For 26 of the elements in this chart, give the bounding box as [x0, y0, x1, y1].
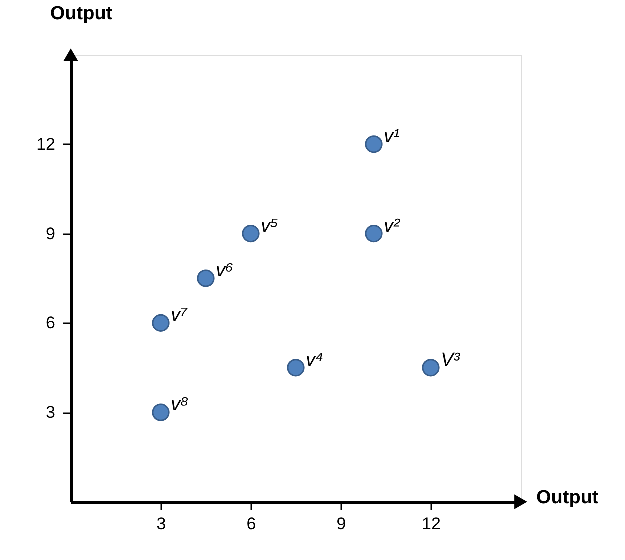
point — [422, 359, 440, 377]
annotation: v⁷ — [171, 305, 188, 326]
annotation: v⁴ — [306, 350, 324, 371]
y-axis-title: Output — [50, 4, 114, 24]
y-tick-label: 3 — [46, 403, 56, 422]
annotation: V³ — [441, 350, 461, 371]
annotation: v⁵ — [261, 216, 278, 237]
point — [287, 359, 305, 377]
annotation: v² — [384, 216, 400, 237]
annotation: v¹ — [384, 126, 400, 148]
y-tick-label: 9 — [46, 224, 56, 244]
point — [197, 270, 215, 288]
x-tick-label: 3 — [156, 514, 166, 534]
y-tick-label: 12 — [36, 134, 56, 154]
point — [152, 404, 170, 422]
point — [242, 225, 260, 243]
point — [365, 225, 383, 243]
y-tick-label: 6 — [46, 314, 56, 333]
point — [365, 136, 383, 154]
annotation: v⁸ — [171, 394, 189, 416]
x-tick-label: 9 — [336, 514, 346, 534]
x-tick-label: 12 — [422, 514, 441, 534]
annotation: v⁶ — [216, 260, 234, 282]
x-axis-title: Output — [536, 488, 600, 508]
x-tick-label: 6 — [246, 514, 256, 534]
point — [152, 314, 170, 332]
